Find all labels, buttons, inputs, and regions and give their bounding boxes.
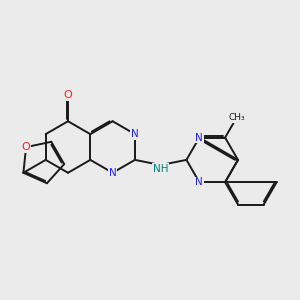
Text: O: O <box>64 91 72 100</box>
Text: NH: NH <box>153 164 168 174</box>
Text: N: N <box>196 133 203 142</box>
Text: N: N <box>131 129 139 139</box>
Text: N: N <box>196 177 203 187</box>
Text: O: O <box>22 142 31 152</box>
Text: CH₃: CH₃ <box>228 113 245 122</box>
Text: N: N <box>109 168 116 178</box>
